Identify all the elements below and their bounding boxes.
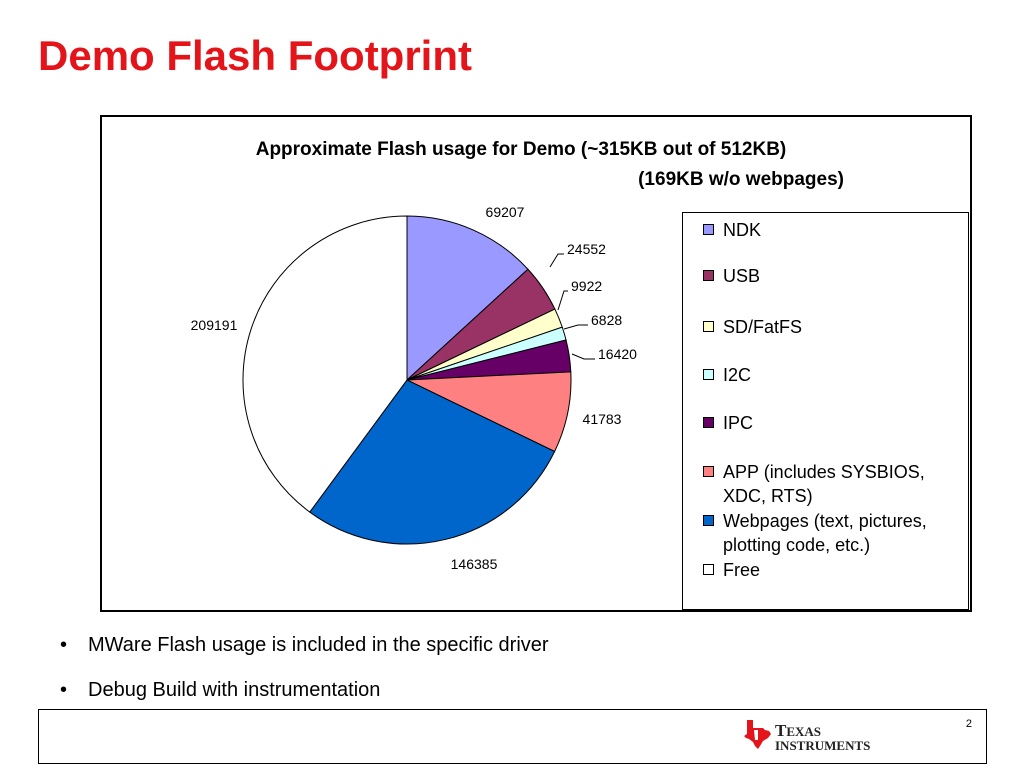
legend-item-ipc: IPC — [703, 411, 965, 435]
legend-swatch-ipc — [703, 417, 714, 428]
pie-slice-ndk — [406, 215, 529, 382]
legend-swatch-app — [703, 466, 714, 477]
bullet-dot: • — [60, 679, 68, 701]
leader-line-ipc — [571, 353, 595, 360]
leader-line-sd-fatfs — [557, 290, 568, 311]
legend-item-app: APP (includes SYSBIOS, XDC, RTS) — [703, 460, 965, 508]
legend-label-sd-fatfs: SD/FatFS — [723, 317, 803, 337]
bullet-text: Debug Build with instrumentation — [88, 679, 381, 701]
pie-slice-free — [242, 215, 408, 513]
data-label-app: 41783 — [583, 411, 622, 427]
legend-swatch-free — [703, 564, 714, 575]
chart-title-line2: (169KB w/o webpages) — [638, 169, 844, 190]
ti-wordmark-line1: Texas — [775, 721, 822, 740]
slide-title: Demo Flash Footprint — [38, 32, 472, 79]
page-number: 2 — [965, 718, 972, 730]
ti-logo: Texas Instruments — [741, 718, 881, 756]
chart-legend: NDK USB SD/FatFS I2C IPC APP (includes S… — [682, 212, 969, 610]
bullet-item: • Debug Build with instrumentation — [60, 677, 549, 722]
pie-slice-webpages — [309, 379, 556, 545]
data-label-usb: 24552 — [567, 241, 606, 257]
bullet-list: • MWare Flash usage is included in the s… — [60, 632, 549, 722]
bullet-dot: • — [60, 634, 68, 656]
pie-chart: 69207 24552 9922 6828 16420 41783 146385 209191 — [191, 204, 638, 572]
ti-wordmark-line2: Instruments — [775, 739, 870, 753]
bullet-item: • MWare Flash usage is included in the s… — [60, 632, 549, 677]
data-label-ipc: 16420 — [598, 346, 637, 362]
legend-item-i2c: I2C — [703, 363, 965, 387]
legend-swatch-usb — [703, 270, 714, 281]
legend-item-webpages: Webpages (text, pictures, plotting code,… — [703, 509, 965, 557]
ti-wordmark-line2-text: Instruments — [775, 738, 871, 753]
legend-label-usb: USB — [723, 266, 761, 286]
legend-label-free: Free — [723, 560, 761, 580]
data-label-sd-fatfs: 9922 — [571, 278, 602, 294]
legend-swatch-webpages — [703, 515, 714, 526]
leader-line-usb — [549, 253, 564, 268]
data-label-i2c: 6828 — [591, 312, 622, 328]
legend-item-free: Free — [703, 558, 965, 582]
ti-wordmark-line1-text: exas — [786, 724, 822, 739]
chart-title-line1: Approximate Flash usage for Demo (~315KB… — [255, 139, 787, 160]
texas-state-icon — [744, 720, 771, 749]
leader-line-i2c — [563, 324, 588, 330]
legend-item-ndk: NDK — [703, 218, 965, 242]
legend-label-i2c: I2C — [723, 365, 752, 385]
chart-title: Approximate Flash usage for Demo (~315KB… — [102, 135, 970, 195]
data-label-free: 209191 — [191, 317, 238, 333]
legend-label-webpages: Webpages (text, pictures, plotting code,… — [723, 511, 927, 555]
chart-frame: Approximate Flash usage for Demo (~315KB… — [100, 115, 972, 612]
bullet-text: MWare Flash usage is included in the spe… — [88, 634, 549, 656]
data-label-ndk: 69207 — [486, 204, 525, 220]
legend-item-sd-fatfs: SD/FatFS — [703, 315, 965, 339]
footer-box: 2 Texas Instruments — [38, 709, 987, 764]
ti-wordmark: Texas Instruments — [775, 721, 870, 753]
legend-label-ndk: NDK — [723, 220, 762, 240]
legend-swatch-sd-fatfs — [703, 321, 714, 332]
data-label-webpages: 146385 — [451, 556, 498, 572]
legend-swatch-ndk — [703, 224, 714, 235]
legend-swatch-i2c — [703, 369, 714, 380]
legend-item-usb: USB — [703, 264, 965, 288]
legend-label-app: APP (includes SYSBIOS, XDC, RTS) — [723, 462, 925, 506]
legend-label-ipc: IPC — [723, 413, 754, 433]
